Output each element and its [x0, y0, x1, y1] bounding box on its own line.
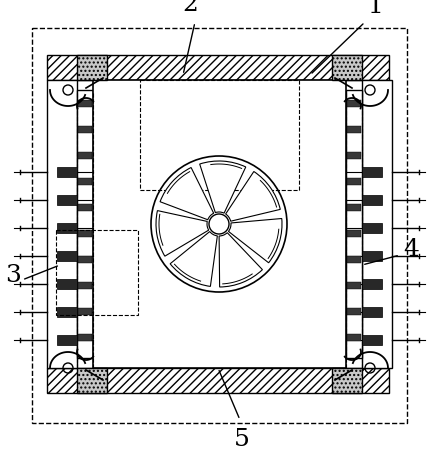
Wedge shape [228, 218, 281, 263]
Bar [57, 195, 77, 205]
Bar [78, 230, 92, 237]
Bar [32, 28, 406, 423]
Bar [56, 230, 138, 315]
Bar [57, 167, 77, 177]
Bar [361, 80, 391, 368]
Wedge shape [160, 168, 213, 220]
Text: 1: 1 [367, 0, 383, 18]
Bar [78, 126, 92, 133]
Wedge shape [225, 172, 279, 221]
Bar [345, 90, 361, 358]
Bar [78, 282, 92, 289]
Bar [78, 152, 92, 159]
Bar [331, 55, 361, 80]
Bar [93, 80, 345, 368]
Bar [331, 368, 361, 393]
Bar [346, 282, 360, 289]
Bar [57, 279, 77, 289]
Bar [57, 223, 77, 233]
Bar [346, 126, 360, 133]
Wedge shape [170, 232, 217, 286]
Bar [361, 195, 381, 205]
Bar [361, 279, 381, 289]
Bar [361, 251, 381, 261]
Bar [77, 368, 107, 393]
Bar [47, 368, 388, 393]
Wedge shape [155, 211, 208, 256]
Bar [57, 335, 77, 345]
Bar [78, 308, 92, 315]
Bar [361, 223, 381, 233]
Bar [361, 307, 381, 317]
Bar [78, 256, 92, 263]
Text: 2: 2 [182, 0, 198, 16]
Bar [78, 100, 92, 107]
Wedge shape [199, 161, 245, 213]
Bar [346, 230, 360, 237]
Bar [346, 152, 360, 159]
Bar [57, 251, 77, 261]
Bar [346, 100, 360, 107]
Circle shape [208, 214, 229, 234]
Bar [57, 307, 77, 317]
Bar [77, 55, 107, 80]
Text: 3: 3 [5, 263, 21, 286]
Bar [77, 90, 93, 358]
Bar [346, 334, 360, 341]
Wedge shape [219, 233, 262, 287]
Bar [361, 335, 381, 345]
Bar [47, 80, 77, 368]
Bar [346, 204, 360, 211]
Bar [346, 308, 360, 315]
Bar [140, 80, 298, 190]
Bar [78, 204, 92, 211]
Text: 5: 5 [233, 428, 249, 451]
Text: 4: 4 [402, 238, 418, 262]
Bar [78, 178, 92, 185]
Bar [361, 167, 381, 177]
Bar [346, 256, 360, 263]
Bar [78, 334, 92, 341]
Bar [47, 55, 388, 80]
Bar [346, 178, 360, 185]
